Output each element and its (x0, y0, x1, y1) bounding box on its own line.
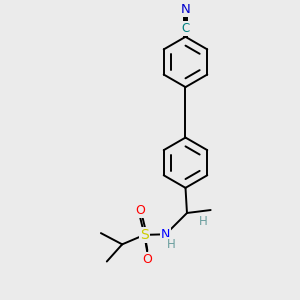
Text: S: S (140, 228, 149, 242)
Text: N: N (161, 228, 170, 241)
Text: O: O (135, 204, 145, 217)
Text: H: H (199, 215, 208, 228)
Text: N: N (181, 3, 190, 16)
Text: H: H (167, 238, 176, 251)
Text: O: O (142, 253, 152, 266)
Text: C: C (182, 22, 190, 35)
